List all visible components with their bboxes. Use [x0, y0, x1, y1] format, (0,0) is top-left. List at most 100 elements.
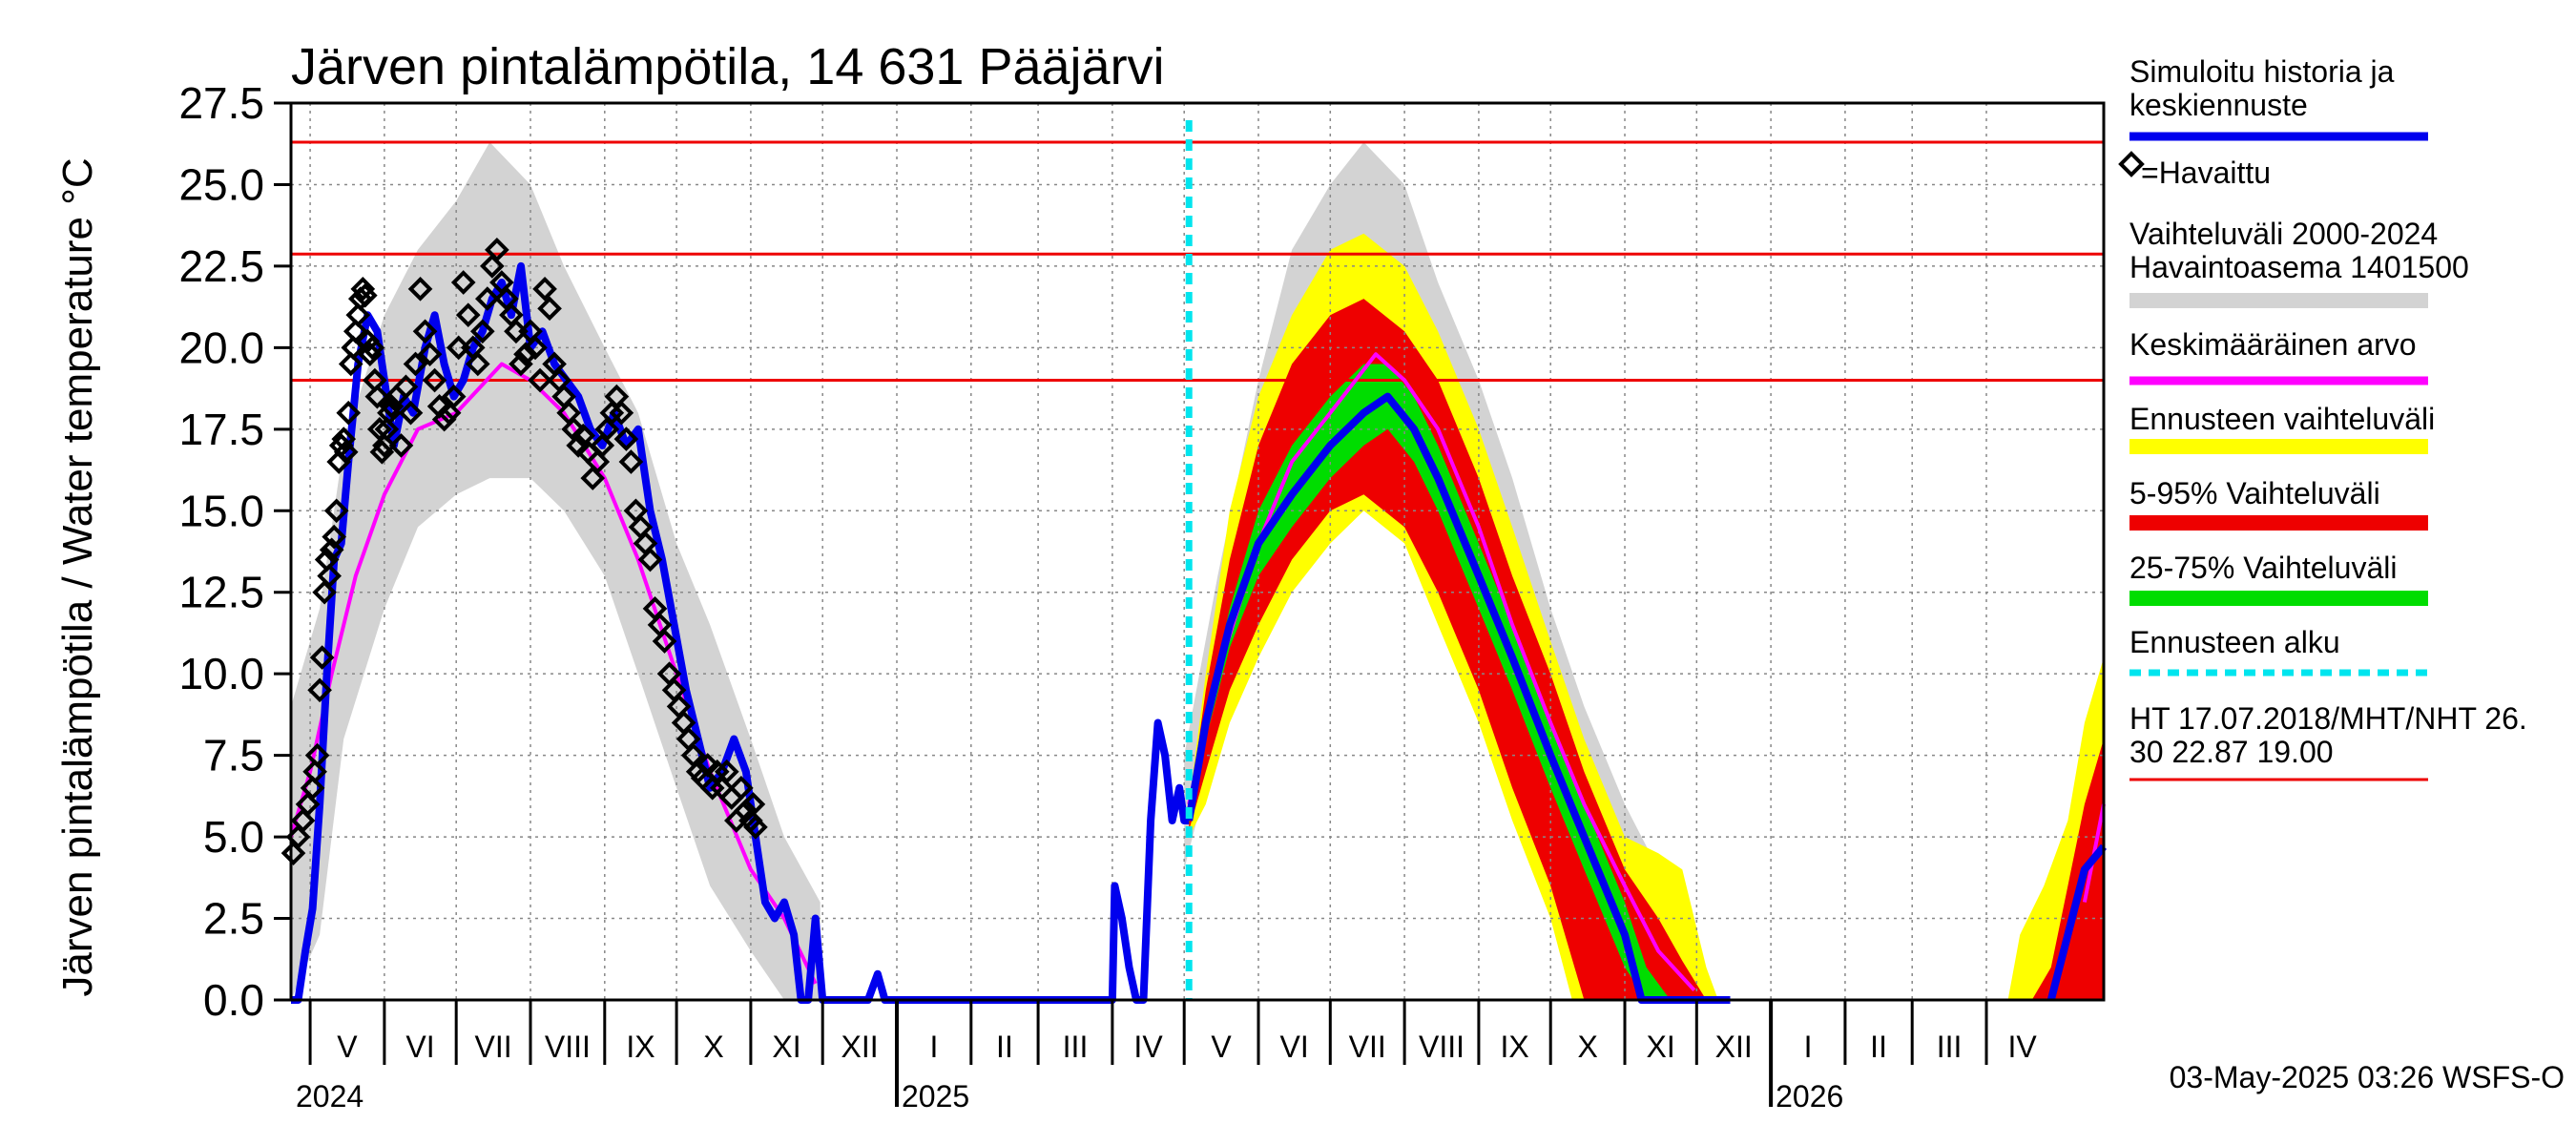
observed-point: [345, 302, 371, 328]
observed-point: [317, 563, 342, 589]
y-tick-label: 10.0: [178, 649, 264, 698]
observed-point: [422, 367, 447, 393]
observed-point: [295, 792, 321, 817]
series-forecast-median: [1185, 392, 1731, 1004]
observed-point: [714, 759, 739, 784]
observed-point: [618, 449, 644, 474]
y-tick-label: 2.5: [203, 894, 264, 944]
legend-label-variation-2000-2024: Havaintoasema 1401500: [2129, 250, 2469, 284]
observed-point: [290, 808, 316, 833]
observed-point: [485, 237, 509, 262]
y-tick-label: 5.0: [203, 812, 264, 862]
observed-point: [729, 775, 754, 801]
observed-point: [407, 277, 433, 302]
observed-point: [609, 400, 634, 426]
x-month-label: V: [1211, 1030, 1232, 1064]
observed-point: [580, 466, 606, 490]
observed-point: [302, 759, 327, 784]
observed-point: [613, 427, 639, 451]
chart-title: Järven pintalämpötila, 14 631 Pääjärvi: [291, 38, 1165, 95]
observed-point: [412, 319, 438, 344]
legend-label-range-25-75: 25-75% Vaihteluväli: [2129, 551, 2397, 585]
observed-point: [333, 439, 359, 465]
y-tick-label: 7.5: [203, 731, 264, 781]
y-tick-label: 17.5: [178, 405, 264, 454]
observed-point: [319, 537, 344, 563]
x-month-label: II: [996, 1030, 1013, 1064]
observed-point: [740, 792, 766, 817]
observed-point: [360, 335, 385, 361]
observed-point: [403, 351, 428, 377]
x-month-label: IV: [2008, 1030, 2038, 1064]
observed-point: [323, 498, 349, 524]
observed-point: [417, 342, 443, 367]
band-variation-2000-2024: [291, 142, 821, 1000]
x-year-label: 2025: [902, 1079, 969, 1114]
legend-label-reference-lines: HT 17.07.2018/MHT/NHT 26.: [2129, 701, 2527, 736]
band-range-5-95: [2031, 739, 2104, 1000]
x-month-label: XII: [841, 1030, 879, 1064]
x-month-label: IX: [626, 1030, 654, 1064]
observed-point: [699, 775, 725, 801]
observed-point: [513, 342, 538, 367]
x-year-label: 2024: [296, 1079, 364, 1114]
observed-point: [309, 645, 335, 670]
observed-point: [436, 400, 462, 426]
legend-label-simulated-history: keskiennuste: [2129, 88, 2308, 122]
x-month-label: III: [1063, 1030, 1089, 1064]
observed-point: [398, 400, 424, 426]
legend-marker-observed: [2118, 151, 2145, 177]
x-month-label: V: [337, 1030, 358, 1064]
x-month-label: II: [1870, 1030, 1887, 1064]
x-month-label: XI: [1647, 1030, 1675, 1064]
x-month-label: XII: [1715, 1030, 1753, 1064]
observed-point: [374, 416, 400, 442]
y-axis-label: Järven pintalämpötila / Water temperatur…: [54, 157, 101, 996]
y-tick-label: 0.0: [203, 975, 264, 1025]
y-tick-label: 15.0: [178, 486, 264, 535]
observed-point: [590, 433, 615, 458]
legend-label-variation-2000-2024: Vaihteluväli 2000-2024: [2129, 217, 2438, 251]
observed-point: [280, 841, 306, 866]
x-month-label: IV: [1133, 1030, 1163, 1064]
x-month-label: X: [1577, 1030, 1597, 1064]
legend-label-reference-lines: 30 22.87 19.00: [2129, 735, 2334, 769]
x-month-label: VIII: [1419, 1030, 1465, 1064]
x-month-label: VIII: [545, 1030, 591, 1064]
observed-point: [364, 384, 390, 409]
observed-point: [695, 753, 720, 778]
observed-point: [350, 277, 376, 302]
legend-label-range-5-95: 5-95% Vaihteluväli: [2129, 476, 2380, 510]
observed-point: [469, 319, 495, 344]
observed-point: [637, 547, 663, 572]
series-forecast-median: [2046, 843, 2108, 1001]
observed-point: [352, 282, 378, 308]
observed-point: [585, 449, 611, 474]
observed-point: [455, 302, 481, 328]
observed-point: [523, 335, 548, 361]
x-month-label: VI: [1280, 1030, 1309, 1064]
observed-point: [331, 427, 357, 451]
legend-label-forecast-range: Ennusteen vaihteluväli: [2129, 402, 2435, 436]
legend-label-forecast-start: Ennusteen alku: [2129, 625, 2340, 659]
observed-point: [465, 351, 490, 377]
plot-frame: [289, 101, 2106, 1002]
observed-point: [441, 384, 467, 409]
observed-point: [372, 433, 397, 458]
x-month-label: VII: [1349, 1030, 1386, 1064]
observed-point: [322, 524, 347, 550]
observed-point: [474, 286, 500, 311]
x-month-label: X: [703, 1030, 723, 1064]
observed-point: [388, 433, 414, 458]
observed-point: [312, 579, 337, 605]
y-tick-label: 12.5: [178, 568, 264, 617]
observed-point: [336, 400, 362, 426]
x-month-label: IX: [1500, 1030, 1528, 1064]
y-tick-label: 20.0: [178, 323, 264, 372]
x-month-label: VI: [405, 1030, 434, 1064]
observed-point: [307, 677, 332, 703]
x-month-label: VII: [475, 1030, 512, 1064]
y-tick-label: 27.5: [178, 78, 264, 128]
